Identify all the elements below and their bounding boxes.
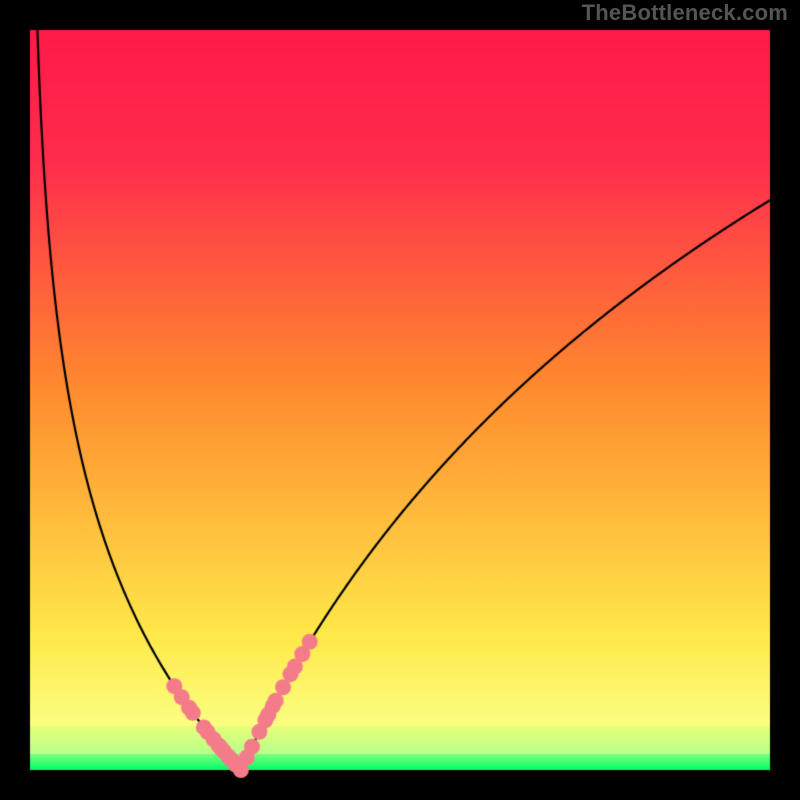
watermark-text: TheBottleneck.com [582,0,788,26]
chart-stage: TheBottleneck.com [0,0,800,800]
bottleneck-curve-canvas [0,0,800,800]
